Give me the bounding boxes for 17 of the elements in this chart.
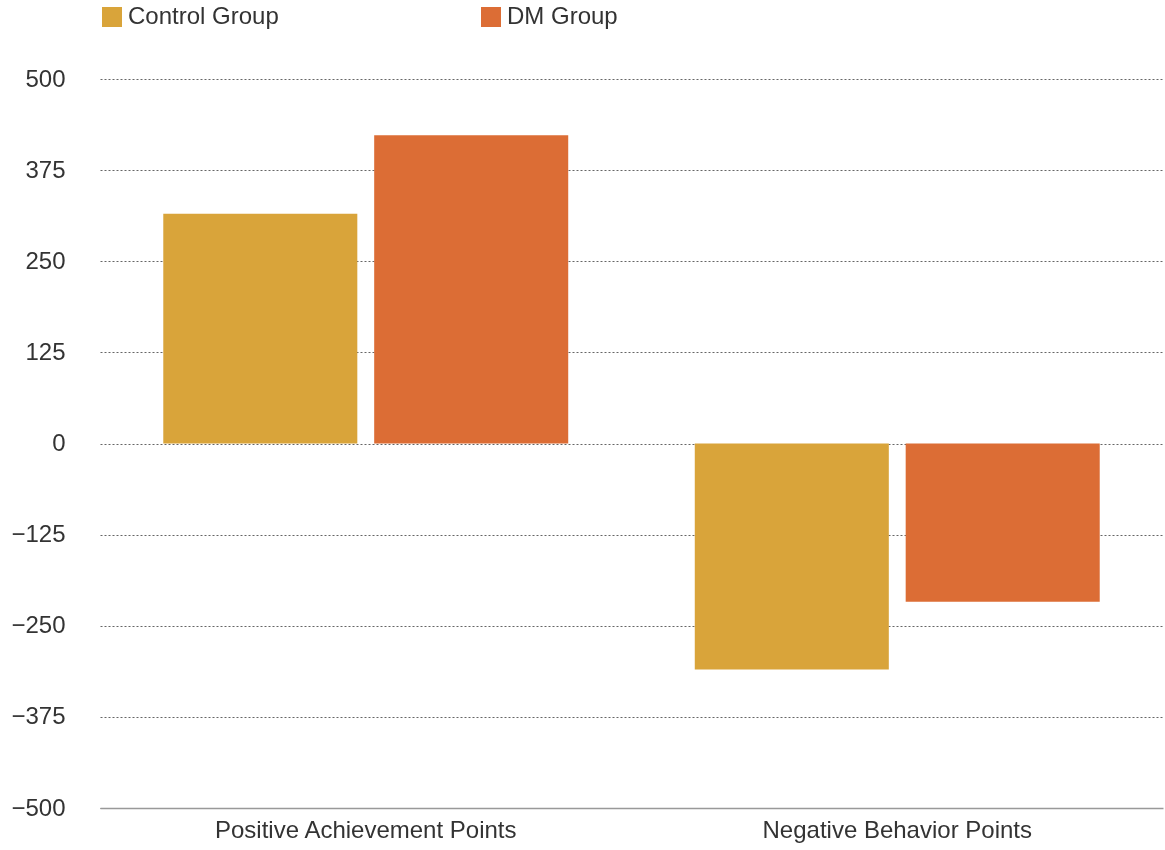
- bar: [374, 135, 569, 444]
- y-tick-label: 125: [25, 337, 66, 365]
- y-tick-label: 375: [25, 155, 66, 183]
- bar: [694, 443, 889, 670]
- y-tick-label: −500: [11, 793, 66, 821]
- y-tick-label: −125: [11, 520, 66, 548]
- legend-label: Control Group: [128, 2, 279, 29]
- x-tick-label: Negative Behavior Points: [762, 815, 1032, 843]
- x-tick-label: Positive Achievement Points: [215, 815, 517, 843]
- y-tick-label: 250: [25, 246, 66, 274]
- legend-label: DM Group: [507, 2, 618, 29]
- bar: [163, 213, 358, 444]
- y-tick-label: −375: [11, 702, 66, 730]
- y-tick-label: 0: [52, 429, 66, 456]
- bar: [905, 443, 1100, 602]
- y-tick-label: −250: [11, 611, 66, 639]
- y-tick-label: 500: [25, 64, 66, 92]
